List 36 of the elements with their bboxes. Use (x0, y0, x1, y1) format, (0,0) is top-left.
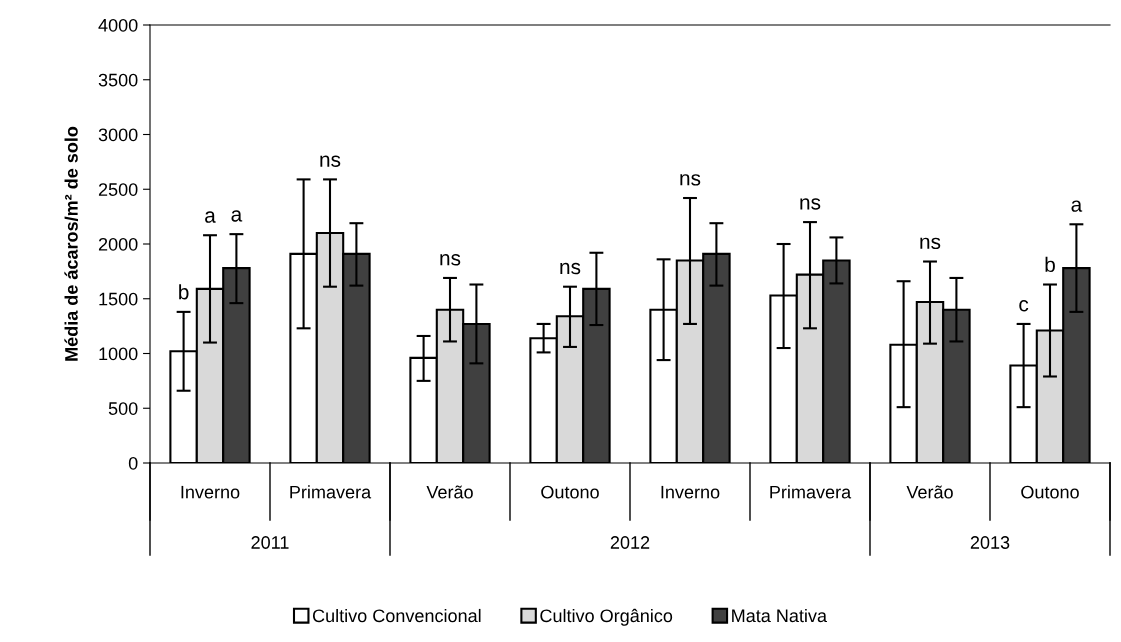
legend-label: Mata Nativa (732, 608, 828, 623)
legend-label: Cultivo Convencional (312, 608, 481, 623)
annotation: a (1071, 200, 1083, 212)
y-tick-label: 0 (128, 456, 138, 470)
annotation: ns (800, 198, 821, 210)
x-tick-label: Primavera (770, 485, 852, 499)
legend-label: Cultivo Orgânico (540, 608, 673, 626)
annotation: a (205, 211, 216, 223)
x-tick-label: Inverno (181, 485, 240, 499)
annotation: a (231, 210, 243, 222)
x-tick-label: Verão (426, 485, 473, 499)
annotation: ns (440, 254, 461, 266)
annotation: ns (920, 237, 941, 250)
annotation: ns (560, 262, 581, 275)
y-tick-label: 1500 (99, 292, 138, 306)
x-tick-label: Inverno (661, 485, 720, 499)
annotation: ns (320, 155, 341, 167)
annotation: b (1045, 256, 1055, 273)
y-tick-label: 500 (108, 402, 138, 415)
y-tick-label: 3500 (98, 73, 138, 87)
y-tick-label: 1000 (99, 347, 138, 361)
y-axis-title: Média de ácaros/m² de solo (64, 126, 78, 361)
annotation: b (179, 284, 189, 300)
text: 2013 (970, 536, 1010, 549)
annotation: ns (680, 174, 701, 186)
y-tick-label: 4000 (98, 18, 138, 32)
y-tick-label: 2500 (98, 183, 138, 196)
y-tick-label: 2000 (98, 237, 138, 251)
x-tick-label: Outono (1021, 485, 1079, 499)
annotation: c (1019, 300, 1029, 312)
x-tick-label: Verão (906, 485, 953, 499)
text: 2012 (610, 536, 650, 549)
y-tick-label: 3000 (98, 128, 138, 142)
x-tick-label: Outono (541, 485, 599, 499)
x-tick-label: Primavera (290, 485, 372, 499)
text: 2011 (251, 536, 289, 549)
